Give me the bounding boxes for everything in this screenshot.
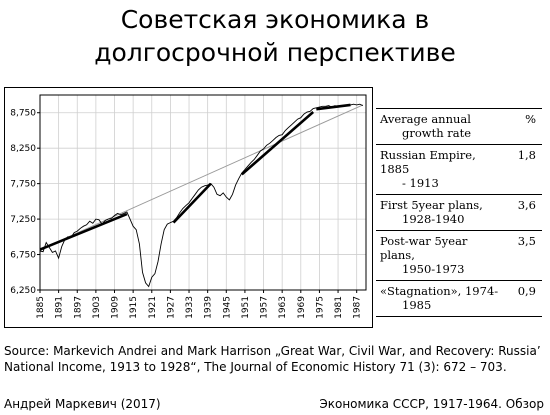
slide-title-line1: Советская экономика в (120, 5, 430, 34)
growth-rate-table: Average annual growth rate % Russian Emp… (376, 108, 542, 317)
y-tick-label: 6,750 (10, 251, 36, 261)
growth-value: 0,9 (503, 280, 542, 317)
x-tick-label: 1927 (166, 296, 176, 319)
x-tick-label: 1945 (222, 296, 232, 319)
gdp-series-line (39, 103, 364, 288)
y-tick-label: 7,750 (10, 180, 36, 190)
x-tick-label: 1963 (278, 296, 288, 319)
period-trend-1885-1913 (39, 212, 128, 251)
y-tick-label: 7,250 (10, 215, 36, 225)
period-trend-1950-1973 (240, 111, 315, 176)
growth-value: 1,8 (503, 144, 542, 195)
chart-frame (4, 87, 373, 328)
x-axis-ticks: 1885 1891 1897 1903 1909 1915 1921 1927 1933 1939… (36, 290, 363, 319)
y-axis-ticks: 6,250 6,750 7,250 7,750 8,250 8,750 (10, 109, 40, 296)
y-tick-label: 8,750 (10, 109, 36, 119)
table-header-label: Average annual growth rate (376, 108, 503, 145)
x-tick-label: 1957 (260, 296, 270, 319)
x-tick-label: 1939 (204, 296, 214, 319)
table-header-row: Average annual growth rate % (376, 108, 542, 145)
chart-grid (39, 95, 366, 291)
plot-area (39, 94, 367, 291)
y-tick-label: 8,250 (10, 144, 36, 154)
x-tick-label: 1891 (55, 296, 65, 319)
author-footer: Андрей Маркевич (2017) (4, 397, 161, 411)
table-row: «Stagnation», 1974- 1985 0,9 (376, 280, 542, 317)
x-tick-label: 1987 (353, 296, 363, 319)
period-label: First 5year plans, 1928-1940 (376, 194, 503, 231)
x-tick-label: 1981 (334, 296, 344, 319)
x-tick-label: 1903 (92, 296, 102, 319)
x-tick-label: 1885 (36, 296, 46, 319)
y-tick-label: 6,250 (10, 286, 36, 296)
source-citation: Source: Markevich Andrei and Mark Harris… (4, 344, 541, 374)
period-label: Post-war 5year plans, 1950-1973 (376, 230, 503, 281)
x-tick-label: 1915 (129, 296, 139, 319)
x-tick-label: 1933 (185, 296, 195, 319)
trend-line-layer (39, 104, 364, 251)
long-run-trend-line (39, 104, 364, 251)
growth-value: 3,5 (503, 230, 542, 281)
x-tick-label: 1969 (297, 296, 307, 319)
growth-value: 3,6 (503, 194, 542, 231)
x-tick-label: 1975 (315, 296, 325, 319)
period-trend-1974-1985 (316, 103, 351, 111)
period-label: «Stagnation», 1974- 1985 (376, 280, 503, 317)
period-trend-1928-1940 (172, 182, 212, 224)
period-label: Russian Empire, 1885 - 1913 (376, 144, 503, 195)
table-header-unit: % (503, 108, 542, 145)
x-tick-label: 1897 (73, 296, 83, 319)
table-row: First 5year plans, 1928-1940 3,6 (376, 194, 542, 231)
table-row: Post-war 5year plans, 1950-1973 3,5 (376, 230, 542, 281)
x-tick-label: 1951 (241, 296, 251, 319)
x-tick-label: 1909 (111, 296, 121, 319)
table-row: Russian Empire, 1885 - 1913 1,8 (376, 144, 542, 195)
slide-title-line2: долгосрочной перспективе (94, 38, 456, 67)
series-layer (39, 103, 364, 288)
period-trend-layer (39, 103, 351, 251)
x-tick-label: 1921 (148, 296, 158, 319)
presentation-footer: Экономика СССР, 1917-1964. Обзор (319, 397, 544, 411)
